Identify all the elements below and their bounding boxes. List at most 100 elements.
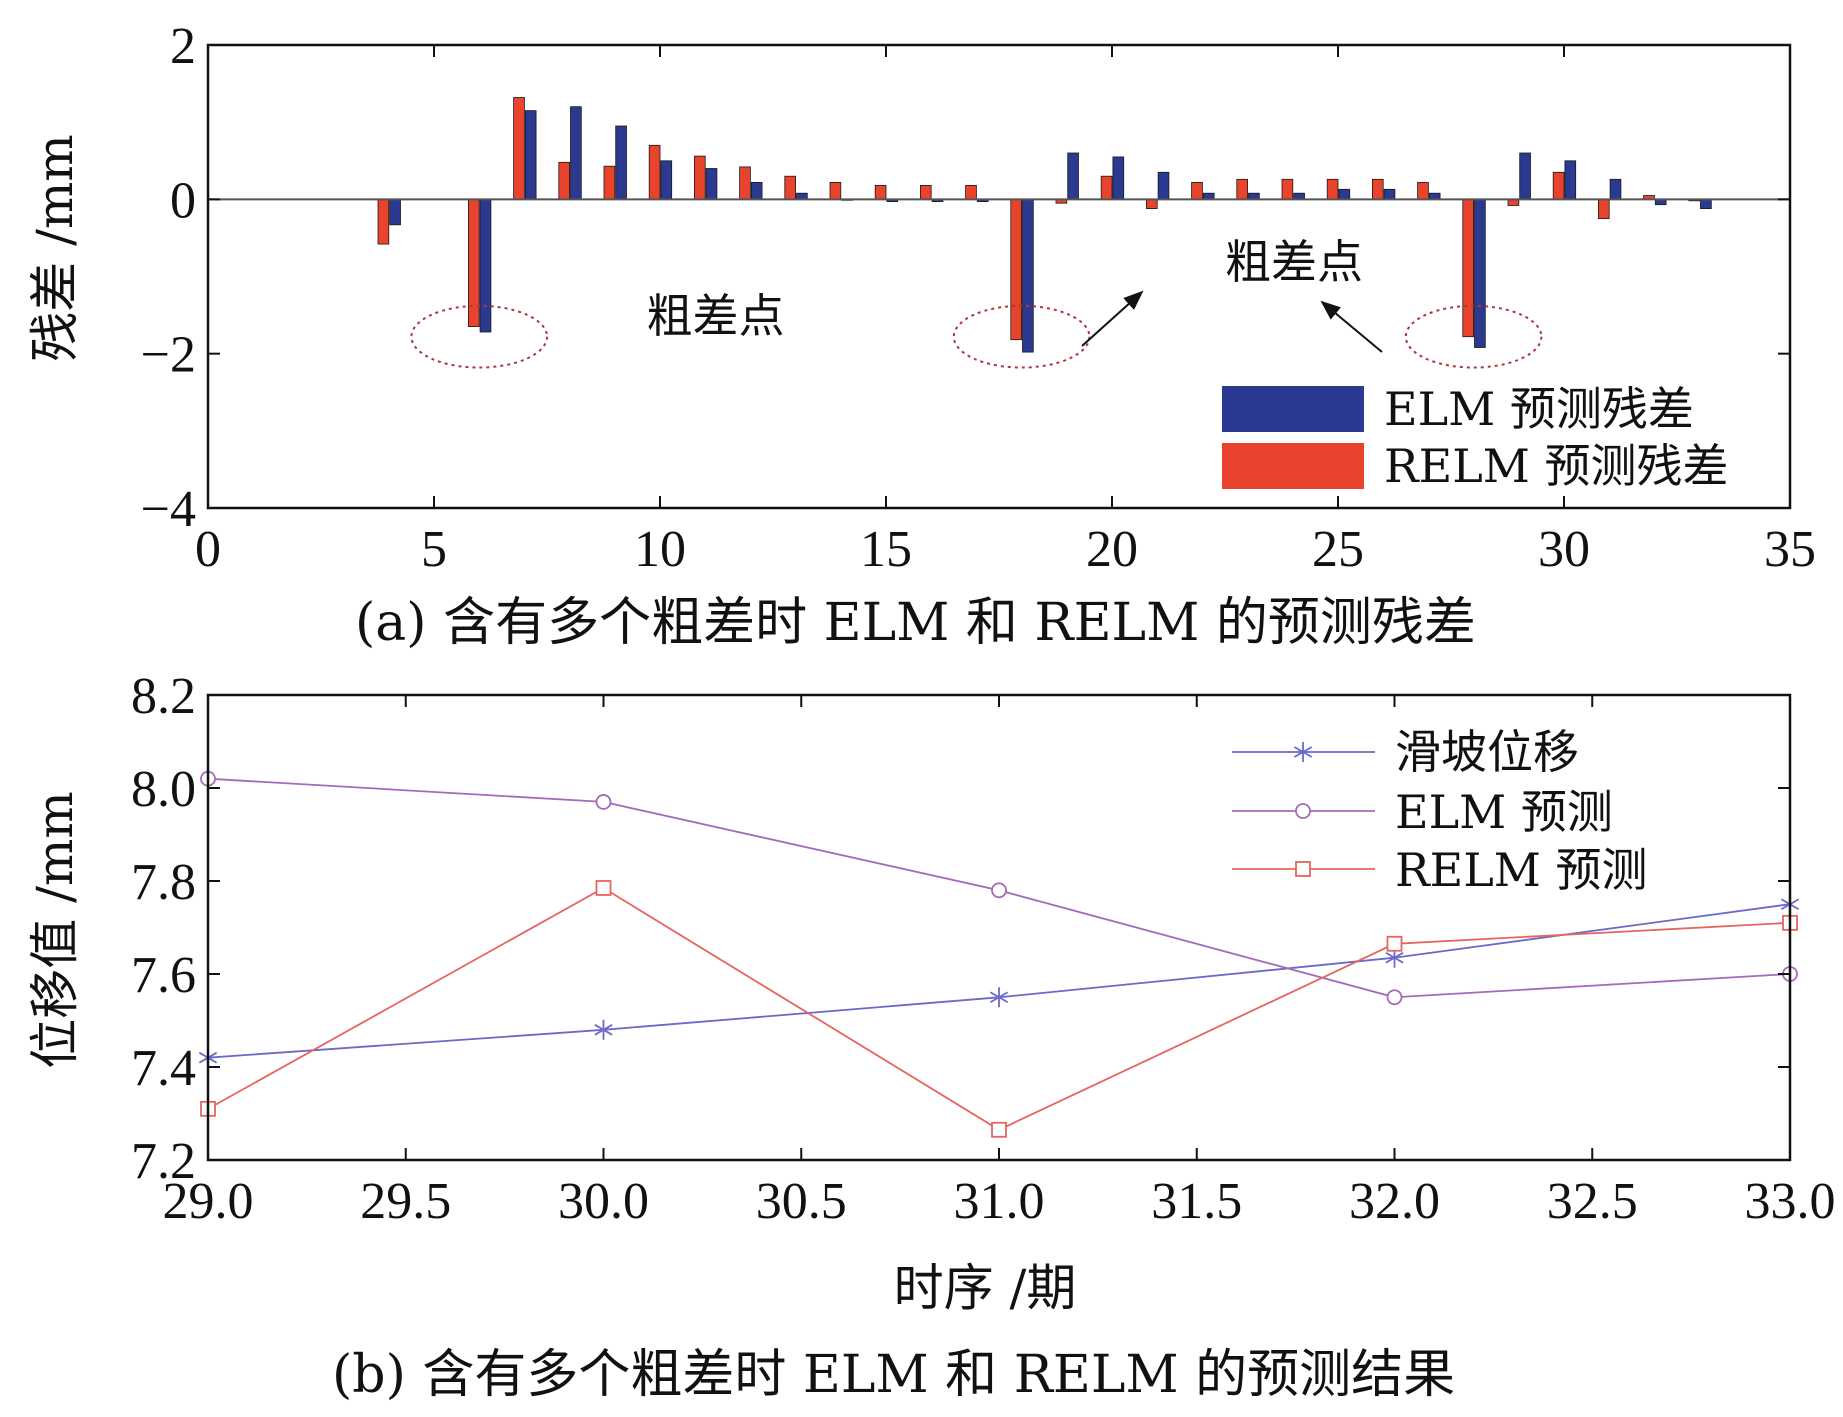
- y-tick-label: 8.2: [131, 668, 196, 725]
- bar-elm-8: [570, 106, 582, 200]
- bar-relm-18: [1010, 198, 1022, 341]
- chart-b-legend: 滑坡位移 ELM 预测 RELM 预测: [1232, 725, 1647, 897]
- outlier-ellipse-28: [1404, 304, 1543, 369]
- x-tick-label: 31.0: [954, 1173, 1045, 1230]
- bar-relm-17: [965, 184, 977, 200]
- point-elm-prediction-30: [595, 794, 612, 810]
- bar-relm-20: [1100, 175, 1113, 200]
- star-stroke: [1293, 746, 1313, 758]
- point-elm-prediction-32: [1386, 989, 1403, 1006]
- outlier-ellipse-18: [952, 304, 1091, 369]
- legend-swatch-elm-residual: [1222, 386, 1364, 432]
- y-tick-label: 8.0: [131, 761, 196, 818]
- x-tick-label: 5: [421, 521, 447, 578]
- bar-relm-7: [513, 97, 525, 200]
- y-tick-label: −4: [141, 481, 196, 538]
- x-tick-label: 30.0: [558, 1173, 649, 1230]
- x-tick-label: 30.5: [756, 1173, 847, 1230]
- x-tick-label: 33.0: [1745, 1173, 1836, 1230]
- x-tick-label: 35: [1764, 521, 1816, 578]
- bar-elm-11: [705, 168, 718, 200]
- chart-b-x-axis-label: 时序 /期: [894, 1259, 1077, 1317]
- bar-elm-10: [660, 160, 673, 200]
- x-tick-label: 29.0: [163, 1173, 254, 1230]
- bar-relm-25: [1326, 178, 1339, 200]
- point-landslide-displacement-31: [989, 987, 1009, 1008]
- chart-a-caption: (a) 含有多个粗差时 ELM 和 RELM 的预测残差: [355, 593, 1476, 653]
- legend-swatch-relm-residual: [1222, 443, 1364, 489]
- chart-a-y-axis-label: 残差 /mm: [26, 134, 84, 362]
- bar-relm-12: [739, 166, 751, 200]
- legend-marker-elm-prediction: [1295, 803, 1311, 819]
- chart-a-annotation-outlier-left: 粗差点: [646, 289, 784, 343]
- outlier-ellipse-6: [410, 304, 549, 369]
- bar-elm-6: [479, 198, 492, 333]
- bar-elm-29: [1519, 152, 1531, 200]
- star-stroke: [1385, 951, 1404, 964]
- chart-a-annotation-outlier-center: 粗差点: [1225, 235, 1363, 289]
- chart-b-series: [198, 770, 1800, 1138]
- bar-elm-21: [1157, 171, 1170, 200]
- legend-label-elm-prediction: ELM 预测: [1395, 785, 1613, 839]
- bar-elm-7: [524, 110, 537, 200]
- x-tick-label: 25: [1312, 521, 1364, 578]
- star-stroke: [594, 1024, 613, 1036]
- x-tick-label: 32.0: [1349, 1173, 1440, 1230]
- chart-a-arrow-left: [1081, 290, 1144, 347]
- bar-relm-16: [920, 184, 932, 200]
- displacement-line-chart: 29.0 29.5 30.0 30.5 31.0 31.5 32.0 32.5 33.0 7.2 7…: [26, 668, 1836, 1405]
- bar-elm-26: [1383, 188, 1396, 200]
- bar-relm-4: [377, 198, 390, 245]
- x-tick-label: 20: [1086, 521, 1138, 578]
- series-line-landslide-displacement: [207, 903, 1791, 1059]
- legend-marker-landslide-displacement: [1293, 742, 1313, 762]
- x-tick-label: 29.5: [360, 1173, 451, 1230]
- star-stroke: [989, 991, 1009, 1004]
- bar-relm-15: [874, 184, 887, 200]
- point-landslide-displacement-30: [594, 1019, 613, 1040]
- point-relm-prediction-30: [595, 880, 612, 896]
- bar-elm-19: [1067, 152, 1079, 200]
- bar-elm-30: [1564, 160, 1577, 200]
- bar-elm-9: [615, 125, 627, 200]
- bar-elm-33: [1700, 198, 1712, 210]
- bar-elm-31: [1609, 178, 1622, 200]
- chart-a-plot-frame: [206, 43, 1792, 510]
- y-tick-label: 7.6: [131, 947, 196, 1004]
- chart-b-ticks: 29.0 29.5 30.0 30.5 31.0 31.5 32.0 32.5 33.0 7.2 7…: [131, 668, 1836, 1230]
- point-elm-prediction-31: [991, 882, 1007, 899]
- bar-relm-13: [784, 175, 796, 200]
- x-tick-label: 15: [860, 521, 912, 578]
- y-tick-label: 7.8: [131, 854, 196, 911]
- y-tick-label: 0: [170, 172, 196, 229]
- bar-relm-28: [1462, 198, 1475, 338]
- bar-relm-31: [1598, 198, 1610, 220]
- bar-elm-4: [389, 198, 401, 226]
- legend-label-elm-residual: ELM 预测残差: [1384, 382, 1694, 436]
- chart-b-y-axis-label: 位移值 /mm: [26, 791, 84, 1069]
- legend-marker-relm-prediction: [1295, 861, 1311, 877]
- y-tick-label: −2: [141, 327, 196, 384]
- y-tick-label: 7.2: [131, 1133, 196, 1190]
- y-tick-label: 7.4: [131, 1040, 196, 1097]
- legend-label-landslide-displacement: 滑坡位移: [1395, 725, 1579, 779]
- bar-relm-9: [603, 165, 616, 200]
- bar-relm-30: [1552, 171, 1565, 200]
- chart-a-bars: [377, 97, 1712, 353]
- bar-relm-26: [1372, 178, 1384, 200]
- bar-relm-22: [1191, 181, 1203, 200]
- bar-elm-25: [1338, 188, 1351, 200]
- bar-relm-11: [694, 155, 706, 200]
- point-relm-prediction-31: [991, 1121, 1007, 1138]
- bar-elm-18: [1022, 198, 1034, 353]
- bar-relm-6: [467, 198, 480, 328]
- bar-elm-20: [1112, 156, 1125, 200]
- bar-relm-14: [829, 181, 842, 200]
- bar-elm-28: [1474, 198, 1486, 348]
- point-relm-prediction-32: [1386, 935, 1403, 952]
- legend-label-relm-prediction: RELM 预测: [1395, 843, 1647, 897]
- series-line-relm-prediction: [207, 886, 1791, 1131]
- bar-relm-27: [1417, 181, 1429, 200]
